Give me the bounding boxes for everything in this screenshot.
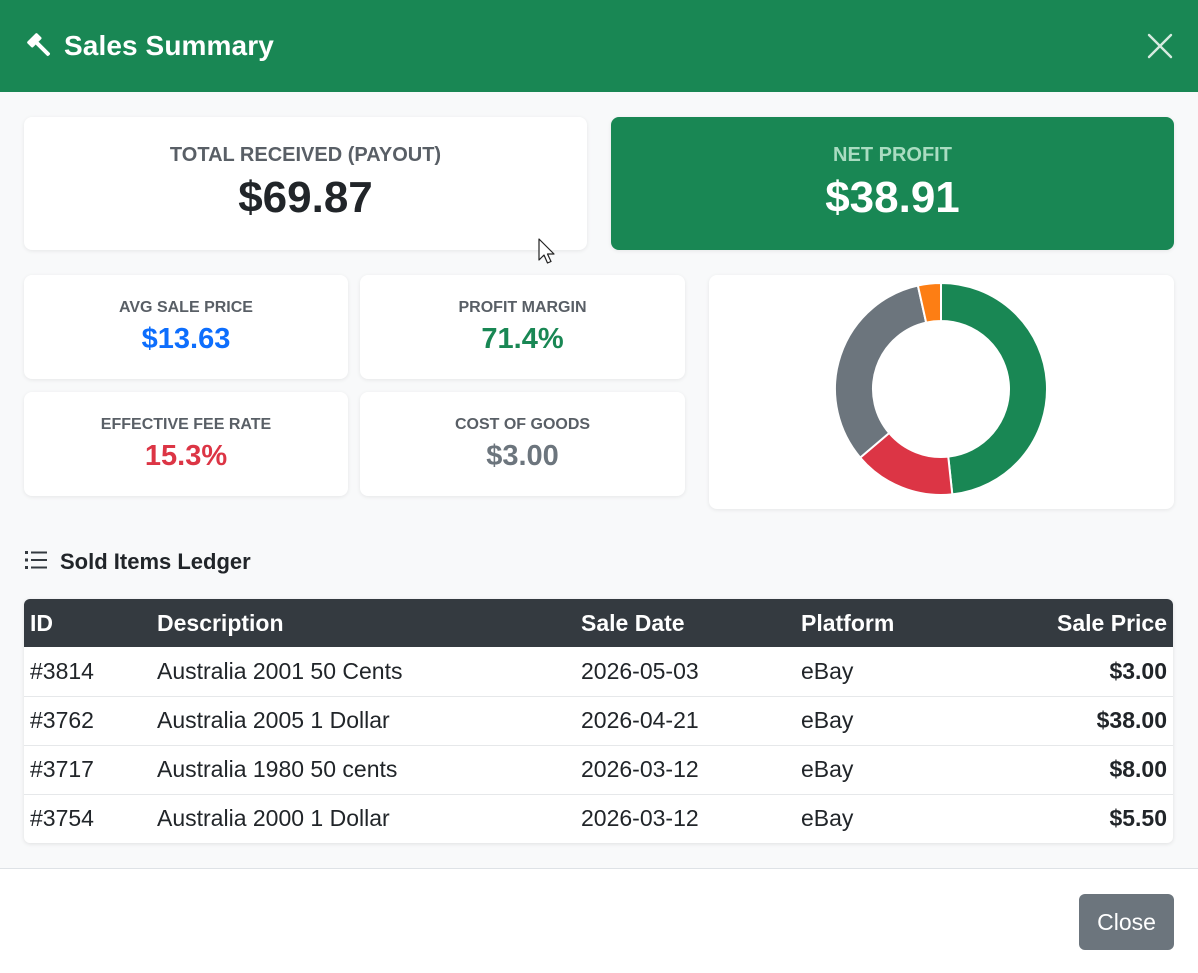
gavel-icon xyxy=(24,30,56,62)
ledger-heading: Sold Items Ledger xyxy=(24,547,251,577)
column-header-sale-price: Sale Price xyxy=(1057,609,1167,636)
cost-of-goods-label: COST OF GOODS xyxy=(454,415,591,433)
cell-description: Australia 2005 1 Dollar xyxy=(157,707,390,733)
cell-platform: eBay xyxy=(801,805,854,832)
profit-margin-value: 71.4% xyxy=(481,322,564,355)
cost-of-goods-card: COST OF GOODS $3.00 xyxy=(360,392,685,496)
doughnut-slice-2 xyxy=(834,284,928,459)
modal-footer: Close xyxy=(0,868,1198,973)
effective-fee-rate-value: 15.3% xyxy=(144,439,228,472)
cell-id: #3717 xyxy=(30,756,94,782)
avg-sale-price-value: $13.63 xyxy=(141,322,231,355)
cell-platform: eBay xyxy=(801,756,854,782)
close-icon[interactable] xyxy=(1146,30,1174,62)
cell-id: #3814 xyxy=(30,657,94,684)
cell-sale-price: $8.00 xyxy=(1109,756,1167,782)
mouse-cursor-icon xyxy=(538,238,555,264)
table-row: #3717 Australia 1980 50 cents 2026-03-12… xyxy=(24,745,1173,794)
total-received-value: $69.87 xyxy=(238,173,373,222)
cell-sale-date: 2026-05-03 xyxy=(581,657,699,684)
avg-sale-price-label: AVG SALE PRICE xyxy=(119,298,253,316)
breakdown-doughnut-chart xyxy=(834,281,1048,496)
cell-sale-date: 2026-03-12 xyxy=(581,805,699,832)
total-received-label: TOTAL RECEIVED (PAYOUT) xyxy=(169,144,442,166)
net-profit-card: NET PROFIT $38.91 xyxy=(611,117,1174,250)
sold-items-table: ID Description Sale Date Platform Sale P… xyxy=(24,599,1173,843)
modal-title: Sales Summary xyxy=(64,30,274,61)
cell-sale-date: 2026-03-12 xyxy=(581,756,699,782)
profit-margin-label: PROFIT MARGIN xyxy=(458,298,587,316)
cell-description: Australia 1980 50 cents xyxy=(157,756,398,782)
table-row: #3814 Australia 2001 50 Cents 2026-05-03… xyxy=(24,647,1173,696)
cell-description: Australia 2000 1 Dollar xyxy=(157,805,390,832)
column-header-id: ID xyxy=(30,609,53,636)
cell-platform: eBay xyxy=(801,657,854,684)
cell-sale-date: 2026-04-21 xyxy=(581,707,699,733)
cell-id: #3762 xyxy=(30,707,94,733)
column-header-description: Description xyxy=(157,609,284,636)
list-icon xyxy=(24,549,48,576)
ledger-title: Sold Items Ledger xyxy=(60,549,251,574)
cell-platform: eBay xyxy=(801,707,854,733)
cost-of-goods-value: $3.00 xyxy=(486,439,559,472)
column-header-sale-date: Sale Date xyxy=(581,609,685,636)
avg-sale-price-card: AVG SALE PRICE $13.63 xyxy=(24,275,348,379)
table-row: #3762 Australia 2005 1 Dollar 2026-04-21… xyxy=(24,696,1173,745)
cell-id: #3754 xyxy=(30,805,94,832)
cell-description: Australia 2001 50 Cents xyxy=(157,657,403,684)
cell-sale-price: $5.50 xyxy=(1109,805,1167,832)
net-profit-value: $38.91 xyxy=(825,173,960,222)
doughnut-slice-3 xyxy=(916,281,942,324)
table-row: #3754 Australia 2000 1 Dollar 2026-03-12… xyxy=(24,794,1173,843)
cell-sale-price: $3.00 xyxy=(1109,657,1167,684)
cell-sale-price: $38.00 xyxy=(1096,707,1167,733)
effective-fee-rate-card: EFFECTIVE FEE RATE 15.3% xyxy=(24,392,348,496)
doughnut-slice-0 xyxy=(940,281,1048,496)
profit-margin-card: PROFIT MARGIN 71.4% xyxy=(360,275,685,379)
column-header-platform: Platform xyxy=(801,609,895,636)
breakdown-chart-card xyxy=(709,275,1174,509)
table-header-row: ID Description Sale Date Platform Sale P… xyxy=(24,599,1173,647)
modal-header: Sales Summary xyxy=(0,0,1198,92)
net-profit-label: NET PROFIT xyxy=(833,144,952,166)
close-button[interactable]: Close xyxy=(1079,894,1174,950)
total-received-card: TOTAL RECEIVED (PAYOUT) $69.87 xyxy=(24,117,587,250)
effective-fee-rate-label: EFFECTIVE FEE RATE xyxy=(100,415,272,433)
modal-body: TOTAL RECEIVED (PAYOUT) $69.87 NET PROFI… xyxy=(0,92,1198,868)
